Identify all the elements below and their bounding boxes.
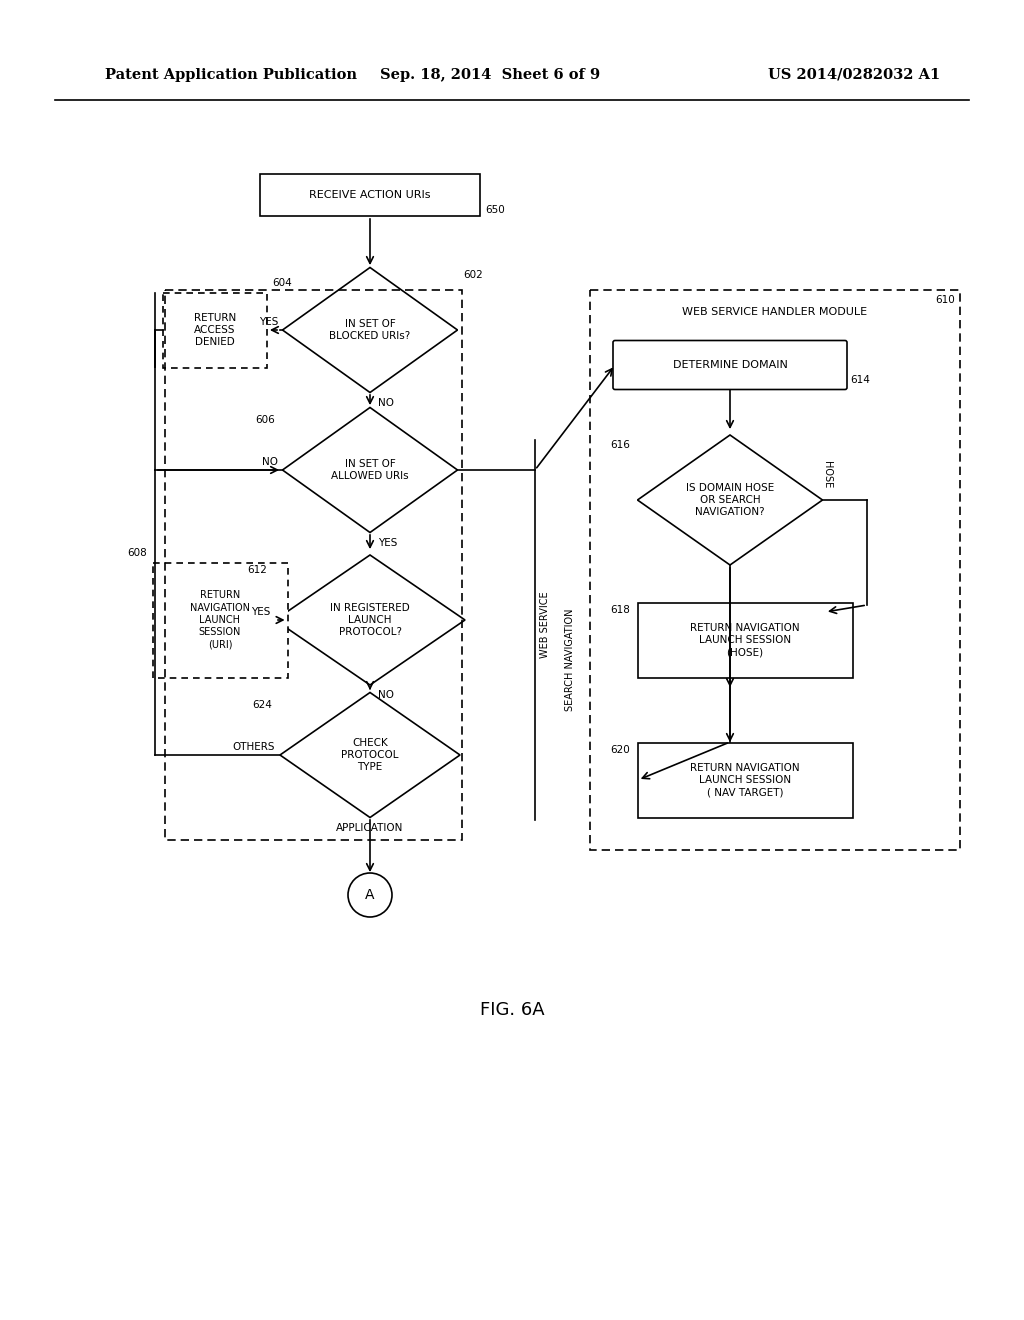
Text: IS DOMAIN HOSE
OR SEARCH
NAVIGATION?: IS DOMAIN HOSE OR SEARCH NAVIGATION? bbox=[686, 483, 774, 517]
Bar bbox=[163, 293, 267, 367]
Text: 612: 612 bbox=[247, 565, 267, 576]
Text: APPLICATION: APPLICATION bbox=[336, 822, 403, 833]
Text: 616: 616 bbox=[610, 440, 630, 450]
Text: 650: 650 bbox=[485, 205, 505, 215]
Text: DETERMINE DOMAIN: DETERMINE DOMAIN bbox=[673, 360, 787, 370]
Polygon shape bbox=[283, 268, 458, 392]
Text: 624: 624 bbox=[252, 700, 272, 710]
Polygon shape bbox=[638, 436, 822, 565]
Bar bbox=[153, 562, 288, 677]
Text: RETURN NAVIGATION
LAUNCH SESSION
( NAV TARGET): RETURN NAVIGATION LAUNCH SESSION ( NAV T… bbox=[690, 763, 800, 797]
Text: 614: 614 bbox=[850, 375, 869, 385]
Text: 602: 602 bbox=[463, 271, 482, 280]
Text: WEB SERVICE HANDLER MODULE: WEB SERVICE HANDLER MODULE bbox=[682, 308, 867, 317]
Polygon shape bbox=[283, 408, 458, 532]
Text: IN SET OF
BLOCKED URIs?: IN SET OF BLOCKED URIs? bbox=[330, 319, 411, 341]
Polygon shape bbox=[280, 693, 460, 817]
Text: RETURN NAVIGATION
LAUNCH SESSION
(HOSE): RETURN NAVIGATION LAUNCH SESSION (HOSE) bbox=[690, 623, 800, 657]
Bar bbox=[638, 742, 853, 817]
Text: 604: 604 bbox=[272, 279, 292, 288]
Text: RECEIVE ACTION URIs: RECEIVE ACTION URIs bbox=[309, 190, 431, 201]
Text: NO: NO bbox=[378, 690, 394, 700]
Text: RETURN
ACCESS
DENIED: RETURN ACCESS DENIED bbox=[194, 313, 237, 347]
Text: US 2014/0282032 A1: US 2014/0282032 A1 bbox=[768, 69, 940, 82]
Text: 606: 606 bbox=[255, 414, 275, 425]
Text: WEB SERVICE: WEB SERVICE bbox=[540, 591, 550, 659]
Bar bbox=[260, 174, 480, 216]
Text: 618: 618 bbox=[610, 605, 630, 615]
Text: YES: YES bbox=[251, 607, 270, 616]
Text: Sep. 18, 2014  Sheet 6 of 9: Sep. 18, 2014 Sheet 6 of 9 bbox=[380, 69, 600, 82]
Polygon shape bbox=[275, 554, 465, 685]
Text: YES: YES bbox=[378, 539, 397, 548]
Text: YES: YES bbox=[259, 317, 278, 327]
Text: 620: 620 bbox=[610, 744, 630, 755]
Text: Patent Application Publication: Patent Application Publication bbox=[105, 69, 357, 82]
Bar bbox=[638, 602, 853, 677]
Text: OTHERS: OTHERS bbox=[232, 742, 275, 752]
Text: 610: 610 bbox=[935, 294, 955, 305]
Text: A: A bbox=[366, 888, 375, 902]
Text: 608: 608 bbox=[128, 548, 147, 557]
Bar bbox=[165, 290, 462, 840]
Text: FIG. 6A: FIG. 6A bbox=[479, 1001, 545, 1019]
Bar bbox=[590, 290, 961, 850]
Text: NO: NO bbox=[378, 399, 394, 408]
Text: IN REGISTERED
LAUNCH
PROTOCOL?: IN REGISTERED LAUNCH PROTOCOL? bbox=[330, 603, 410, 638]
Text: IN SET OF
ALLOWED URIs: IN SET OF ALLOWED URIs bbox=[331, 459, 409, 482]
Text: SEARCH NAVIGATION: SEARCH NAVIGATION bbox=[565, 609, 575, 711]
Text: RETURN
NAVIGATION
LAUNCH
SESSION
(URI): RETURN NAVIGATION LAUNCH SESSION (URI) bbox=[190, 590, 250, 649]
Text: HOSE: HOSE bbox=[822, 462, 831, 488]
Text: NO: NO bbox=[262, 457, 278, 467]
Text: CHECK
PROTOCOL
TYPE: CHECK PROTOCOL TYPE bbox=[341, 738, 398, 772]
FancyBboxPatch shape bbox=[613, 341, 847, 389]
Circle shape bbox=[348, 873, 392, 917]
